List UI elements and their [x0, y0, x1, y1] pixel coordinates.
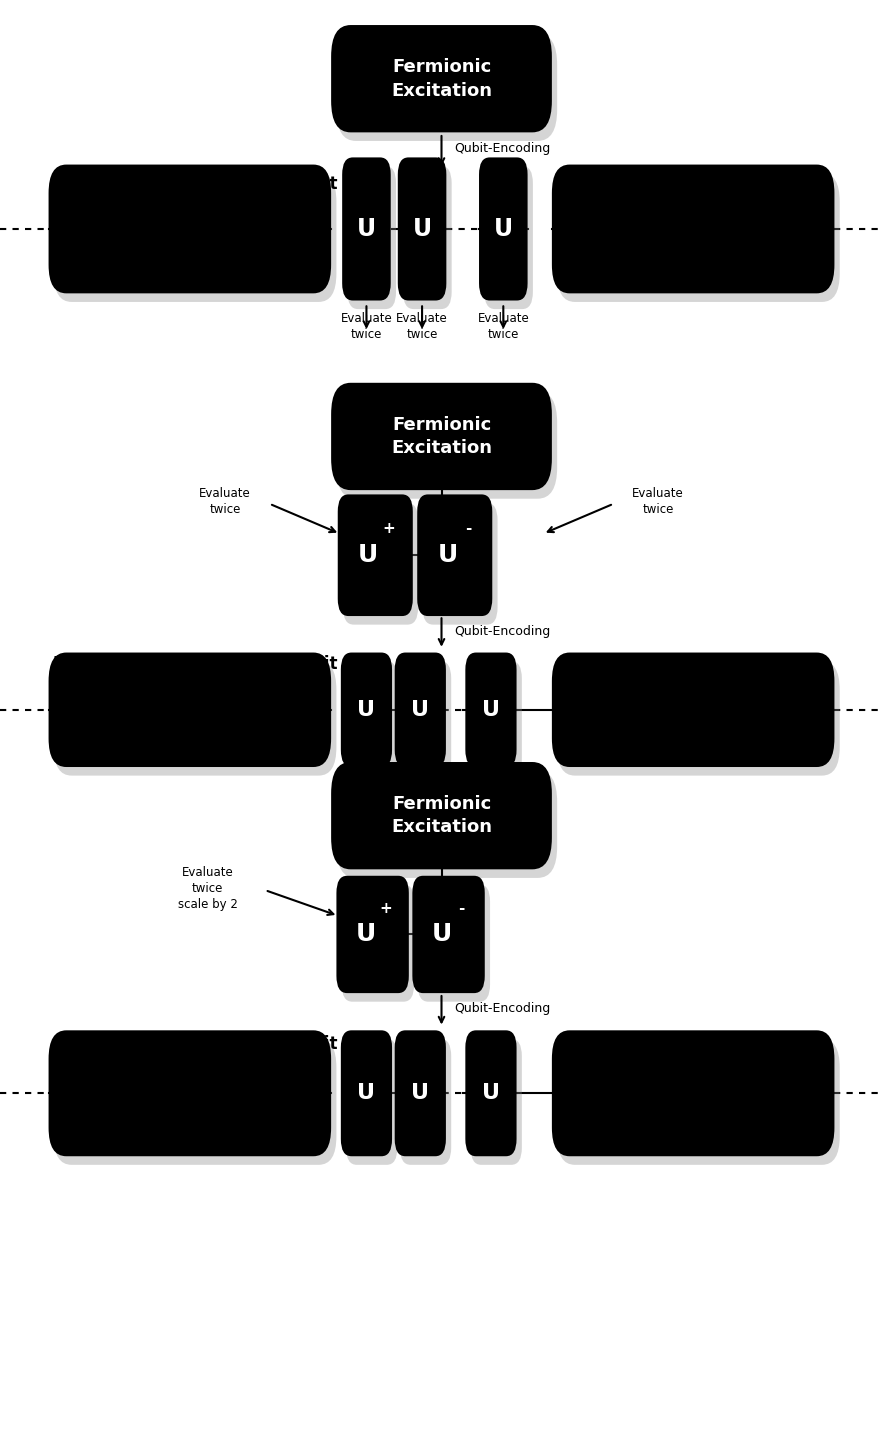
- FancyBboxPatch shape: [479, 157, 528, 301]
- FancyBboxPatch shape: [343, 157, 390, 301]
- FancyBboxPatch shape: [552, 1030, 834, 1156]
- FancyBboxPatch shape: [423, 504, 498, 624]
- Text: U: U: [356, 923, 375, 946]
- Text: Evaluate
twice
scale by 2: Evaluate twice scale by 2: [177, 866, 238, 910]
- FancyBboxPatch shape: [395, 1030, 446, 1156]
- FancyBboxPatch shape: [412, 876, 485, 993]
- Text: Fermionic
Excitation: Fermionic Excitation: [391, 415, 492, 458]
- Text: Evaluate
twice: Evaluate twice: [478, 312, 529, 341]
- FancyBboxPatch shape: [557, 661, 840, 776]
- Text: Parametrized Quantum Circuit: Parametrized Quantum Circuit: [53, 655, 337, 673]
- Text: +: +: [380, 902, 392, 916]
- Text: Evaluate
twice: Evaluate twice: [396, 312, 448, 341]
- Text: U: U: [494, 218, 513, 240]
- FancyBboxPatch shape: [400, 1039, 451, 1165]
- FancyBboxPatch shape: [49, 1030, 331, 1156]
- Text: U: U: [358, 1083, 375, 1103]
- FancyBboxPatch shape: [557, 1039, 840, 1165]
- FancyBboxPatch shape: [336, 34, 557, 142]
- Text: Qubit-Encoding: Qubit-Encoding: [455, 142, 551, 156]
- FancyBboxPatch shape: [54, 661, 336, 776]
- FancyBboxPatch shape: [336, 770, 557, 877]
- Text: U: U: [411, 700, 429, 720]
- FancyBboxPatch shape: [395, 653, 446, 767]
- FancyBboxPatch shape: [403, 166, 452, 309]
- FancyBboxPatch shape: [331, 384, 552, 489]
- FancyBboxPatch shape: [552, 653, 834, 767]
- Text: U: U: [411, 1083, 429, 1103]
- FancyBboxPatch shape: [552, 165, 834, 293]
- FancyBboxPatch shape: [49, 165, 331, 293]
- Text: U: U: [482, 700, 500, 720]
- FancyBboxPatch shape: [336, 392, 557, 499]
- Text: Parametrized Quantum Circuit: Parametrized Quantum Circuit: [53, 175, 337, 192]
- Text: U: U: [358, 700, 375, 720]
- Text: -: -: [465, 521, 472, 537]
- FancyBboxPatch shape: [418, 884, 490, 1002]
- Text: Evaluate
twice: Evaluate twice: [341, 312, 392, 341]
- Text: -: -: [458, 902, 464, 916]
- FancyBboxPatch shape: [343, 504, 419, 624]
- FancyBboxPatch shape: [54, 173, 336, 302]
- FancyBboxPatch shape: [341, 1030, 392, 1156]
- FancyBboxPatch shape: [331, 26, 552, 133]
- FancyBboxPatch shape: [418, 495, 493, 615]
- Text: U: U: [432, 923, 451, 946]
- FancyBboxPatch shape: [484, 166, 533, 309]
- Text: Evaluate
twice: Evaluate twice: [632, 487, 683, 515]
- Text: U: U: [412, 218, 432, 240]
- FancyBboxPatch shape: [557, 173, 840, 302]
- Text: Fermionic
Excitation: Fermionic Excitation: [391, 794, 492, 837]
- FancyBboxPatch shape: [471, 661, 522, 776]
- FancyBboxPatch shape: [331, 761, 552, 869]
- Text: U: U: [438, 544, 457, 567]
- FancyBboxPatch shape: [346, 661, 397, 776]
- Text: Parametrized Quantum Circuit: Parametrized Quantum Circuit: [53, 1035, 337, 1052]
- FancyBboxPatch shape: [400, 661, 451, 776]
- FancyBboxPatch shape: [471, 1039, 522, 1165]
- FancyBboxPatch shape: [337, 495, 413, 615]
- FancyBboxPatch shape: [49, 653, 331, 767]
- FancyBboxPatch shape: [336, 876, 409, 993]
- FancyBboxPatch shape: [341, 653, 392, 767]
- Text: U: U: [357, 218, 376, 240]
- Text: Evaluate
twice: Evaluate twice: [200, 487, 251, 515]
- Text: U: U: [482, 1083, 500, 1103]
- Text: U: U: [358, 544, 378, 567]
- Text: Fermionic
Excitation: Fermionic Excitation: [391, 57, 492, 100]
- Text: +: +: [382, 521, 396, 537]
- FancyBboxPatch shape: [465, 1030, 517, 1156]
- FancyBboxPatch shape: [346, 1039, 397, 1165]
- Text: Qubit-Encoding: Qubit-Encoding: [455, 1002, 551, 1016]
- FancyBboxPatch shape: [465, 653, 517, 767]
- FancyBboxPatch shape: [342, 884, 414, 1002]
- FancyBboxPatch shape: [397, 157, 447, 301]
- FancyBboxPatch shape: [54, 1039, 336, 1165]
- FancyBboxPatch shape: [348, 166, 396, 309]
- Text: Qubit-Encoding: Qubit-Encoding: [455, 624, 551, 638]
